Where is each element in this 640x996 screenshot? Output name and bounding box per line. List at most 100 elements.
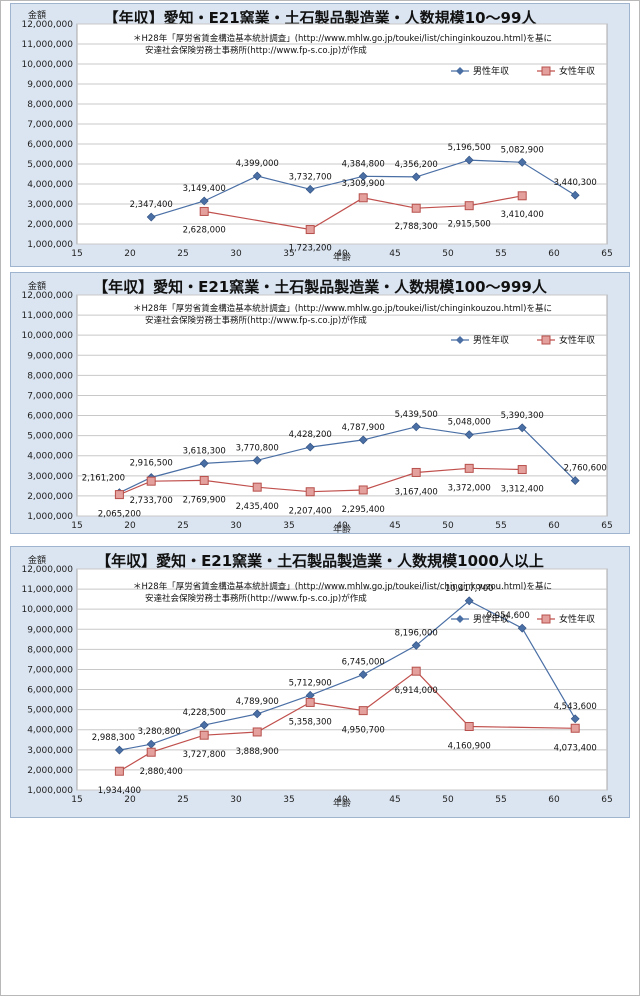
source-note: ＊H28年「厚労省賃金構造基本統計調査」(http://www.mhlw.go.… [133,33,552,44]
plot-area [76,23,608,245]
data-label: 4,399,000 [236,159,279,169]
y-tick-label: 3,000,000 [27,200,73,210]
legend-label-female: 女性年収 [559,334,595,346]
x-tick-label: 25 [177,521,188,531]
data-label: 2,207,400 [289,507,332,517]
legend-label-female: 女性年収 [559,65,595,77]
y-tick-label: 10,000,000 [21,60,73,70]
legend-marker-female [541,335,551,345]
y-tick-label: 4,000,000 [27,180,73,190]
y-tick-label: 12,000,000 [21,20,73,30]
data-label: 2,988,300 [92,733,135,743]
x-tick-label: 50 [442,521,454,531]
x-tick-label: 15 [71,521,82,531]
male-point [570,476,580,486]
female-point [411,203,421,213]
data-label: 3,167,400 [395,487,438,497]
chart-panel-size-10-99: 【年収】愛知・E21窯業・土石製品製造業・人数規模10～99人 1,000,00… [10,3,630,267]
female-point [199,475,209,485]
x-tick-label: 35 [283,795,294,805]
female-point [114,490,124,500]
y-tick-label: 11,000,000 [21,40,73,50]
legend-label-male: 男性年収 [473,334,509,346]
x-tick-label: 25 [177,249,188,259]
data-label: 2,769,900 [183,495,226,505]
x-tick-label: 45 [389,795,400,805]
data-label: 3,888,900 [236,747,279,757]
plot-area [76,294,608,517]
male-point [358,171,368,181]
y-tick-label: 6,000,000 [27,412,73,422]
data-label: 4,789,900 [236,697,279,707]
x-tick-label: 60 [548,521,560,531]
y-tick-label: 8,000,000 [27,371,73,381]
x-tick-label: 30 [230,521,242,531]
y-tick-label: 5,000,000 [27,706,73,716]
x-tick-label: 40 [336,795,348,805]
x-tick-label: 60 [548,795,560,805]
y-tick-label: 1,000,000 [27,786,73,796]
data-label: 2,880,400 [140,767,183,777]
source-note: 安達社会保険労務士事務所(http://www.fp-s.co.jp)が作成 [145,315,367,326]
chart-svg: 1,000,000 2,000,000 3,000,000 4,000,000 5,00… [21,280,612,533]
x-tick-label: 35 [283,249,294,259]
legend-marker-female [541,614,551,624]
data-label: 3,149,400 [183,184,226,194]
data-label: 3,727,800 [183,750,226,760]
y-tick-label: 6,000,000 [27,686,73,696]
female-point [305,225,315,235]
male-point [517,423,527,433]
y-tick-label: 7,000,000 [27,120,73,130]
legend-marker-male [456,615,464,623]
y-tick-label: 8,000,000 [27,645,73,655]
data-label: 4,073,400 [554,743,597,753]
female-point [252,482,262,492]
y-tick-label: 11,000,000 [21,585,73,595]
data-label: 5,048,000 [448,418,491,428]
x-tick-label: 35 [283,521,294,531]
source-note: ＊H28年「厚労省賃金構造基本統計調査」(http://www.mhlw.go.… [133,581,552,592]
y-tick-label: 4,000,000 [27,726,73,736]
source-note: ＊H28年「厚労省賃金構造基本統計調査」(http://www.mhlw.go.… [133,303,552,314]
male-point [199,720,209,730]
legend-label-male: 男性年収 [473,65,509,77]
data-label: 2,628,000 [183,225,226,235]
chart-svg: 1,000,000 2,000,000 3,000,000 4,000,000 5,00… [21,554,612,809]
data-label: 10,417,700 [445,584,494,594]
chart-title: 【年収】愛知・E21窯業・土石製品製造業・人数規模1000人以上 [96,552,544,570]
data-label: 3,732,700 [289,172,332,182]
x-tick-label: 30 [230,249,242,259]
x-tick-label: 60 [548,249,560,259]
data-label: 2,161,200 [82,474,125,484]
x-tick-label: 20 [124,795,136,805]
y-tick-label: 2,000,000 [27,766,73,776]
data-label: 5,082,900 [501,145,544,155]
y-tick-label: 9,000,000 [27,80,73,90]
data-label: 8,196,000 [395,628,438,638]
x-tick-label: 55 [495,521,506,531]
x-tick-label: 55 [495,795,506,805]
x-tick-label: 45 [389,521,400,531]
legend-marker-male [456,67,464,75]
male-point [252,455,262,465]
y-tick-label: 4,000,000 [27,452,73,462]
female-point [252,727,262,737]
x-tick-label: 15 [71,795,82,805]
y-axis-title: 金額 [28,554,46,566]
chart-title: 【年収】愛知・E21窯業・土石製品製造業・人数規模10～99人 [103,9,537,27]
data-label: 3,440,300 [554,178,597,188]
data-label: 5,390,300 [501,411,544,421]
y-tick-label: 1,000,000 [27,240,73,250]
legend-marker-female [541,66,551,76]
male-point [114,745,124,755]
male-point [199,196,209,206]
data-label: 3,372,000 [448,483,491,493]
female-point [570,723,580,733]
y-tick-label: 12,000,000 [21,565,73,575]
data-label: 2,295,400 [342,505,385,515]
y-tick-label: 10,000,000 [21,605,73,615]
male-point [358,435,368,445]
y-tick-label: 5,000,000 [27,160,73,170]
legend-label-female: 女性年収 [559,613,595,625]
female-point [411,666,421,676]
